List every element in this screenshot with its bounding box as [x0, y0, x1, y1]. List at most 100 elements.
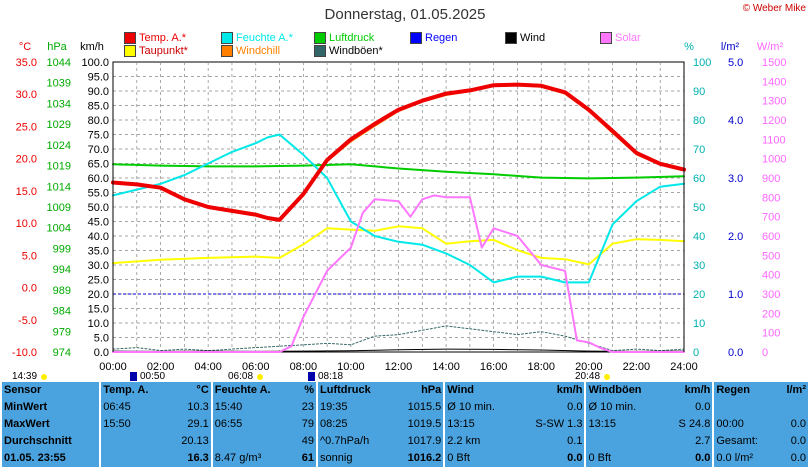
y-axis-label-temp_c: °C — [19, 41, 31, 53]
y-tick-pressure_hpa: 974 — [53, 347, 71, 359]
stats-cell: Sensor — [4, 384, 42, 396]
legend-label: Windchill — [236, 45, 281, 57]
y-tick-solar_wm2: 200 — [762, 308, 780, 320]
legend-label: Taupunkt* — [139, 45, 188, 57]
chart-title: Donnerstag, 01.05.2025 — [324, 6, 486, 23]
y-tick-humidity_pct: 30 — [693, 260, 705, 272]
stats-header-row: Sensor Temp. A. °C Feuchte A.% Luftdruck hPa W… — [2, 382, 808, 399]
stats-cell: Gesamt: — [712, 433, 777, 450]
y-tick-pressure_hpa: 1034 — [47, 98, 71, 110]
y-tick-humidity_pct: 10 — [693, 318, 705, 330]
legend-swatch — [600, 32, 612, 44]
y-tick-pressure_hpa: 984 — [53, 306, 71, 318]
y-tick-pressure_hpa: 1024 — [47, 140, 71, 152]
stats-cell: sonnig — [316, 450, 393, 467]
x-tick-label: 10:00 — [337, 361, 365, 373]
y-tick-rain_lm2: 1.0 — [728, 289, 743, 301]
legend-swatch — [314, 45, 326, 57]
stats-cell: 0.0 — [695, 452, 711, 464]
y-tick-solar_wm2: 500 — [762, 250, 780, 262]
legend-swatch — [124, 32, 136, 44]
y-tick-wind_kmh: 25.0 — [88, 275, 109, 287]
stats-row-1: MaxWert 15:50 29.1 06:55 79 08:25 1019.5 13:15 S… — [2, 416, 808, 433]
y-tick-solar_wm2: 1000 — [762, 154, 786, 166]
stats-cell: 23 — [301, 401, 315, 413]
y-tick-humidity_pct: 20 — [693, 289, 705, 301]
stats-cell: MinWert — [4, 401, 48, 413]
y-axis-label-pressure_hpa: hPa — [47, 41, 67, 53]
stats-cell: 0 Bft — [584, 450, 664, 467]
y-tick-humidity_pct: 100 — [693, 57, 711, 69]
y-tick-rain_lm2: 3.0 — [728, 173, 743, 185]
y-tick-solar_wm2: 300 — [762, 289, 780, 301]
stats-cell: 08:25 — [316, 416, 393, 433]
stats-cell: 0 Bft — [443, 450, 516, 467]
stats-cell: Temp. A. — [99, 382, 168, 399]
legend-item-0: Temp. A.* — [124, 32, 186, 44]
stats-cell: MaxWert — [4, 418, 50, 430]
stats-cell: 10.3 — [187, 401, 209, 413]
y-tick-humidity_pct: 80 — [693, 115, 705, 127]
y-tick-temp_c: -5.0 — [18, 315, 37, 327]
legend-item-5: Windböen* — [314, 45, 383, 57]
stats-cell: Regen — [712, 382, 777, 399]
stats-cell: Ø 10 min. — [584, 399, 664, 416]
y-axis-label-rain_lm2: l/m² — [721, 41, 740, 53]
stats-cell: S-SW 1.3 — [535, 418, 583, 430]
stats-cell: 01.05. 23:55 — [4, 452, 66, 464]
y-tick-solar_wm2: 700 — [762, 212, 780, 224]
y-axis-label-solar_wm2: W/m² — [757, 41, 784, 53]
y-tick-humidity_pct: 60 — [693, 173, 705, 185]
y-tick-wind_kmh: 40.0 — [88, 231, 109, 243]
y-tick-wind_kmh: 10.0 — [88, 318, 109, 330]
left-flag-time: 00:50 — [140, 371, 166, 382]
legend-label: Temp. A.* — [139, 32, 187, 44]
legend-item-3: Windchill — [221, 45, 280, 57]
y-tick-wind_kmh: 80.0 — [88, 115, 109, 127]
x-tick-label: 16:00 — [480, 361, 508, 373]
stats-cell: 2.7 — [695, 435, 711, 447]
x-tick-label: 20:00 — [575, 361, 603, 373]
y-tick-wind_kmh: 65.0 — [88, 159, 109, 171]
moon-time: 08:18 — [318, 371, 344, 382]
y-tick-humidity_pct: 50 — [693, 202, 705, 214]
y-tick-pressure_hpa: 999 — [53, 243, 71, 255]
y-tick-rain_lm2: 4.0 — [728, 115, 743, 127]
y-tick-temp_c: 30.0 — [16, 89, 37, 101]
y-tick-wind_kmh: 100.0 — [81, 57, 109, 69]
stats-cell — [99, 450, 168, 467]
stats-cell: l/m² — [786, 384, 806, 396]
y-tick-solar_wm2: 1300 — [762, 96, 786, 108]
y-tick-temp_c: 10.0 — [16, 218, 37, 230]
stats-cell: S 24.8 — [678, 418, 711, 430]
legend-swatch — [221, 32, 233, 44]
y-tick-temp_c: 5.0 — [22, 250, 37, 262]
stats-cell — [584, 433, 664, 450]
y-tick-wind_kmh: 90.0 — [88, 86, 109, 98]
y-axis-label-humidity_pct: % — [684, 41, 694, 53]
sunset-time: 20:48 — [575, 371, 601, 382]
stats-cell: % — [304, 384, 315, 396]
stats-cell — [99, 433, 168, 450]
legend-label: Luftdruck — [329, 32, 375, 44]
y-tick-solar_wm2: 100 — [762, 328, 780, 340]
legend-label: Regen — [425, 32, 458, 44]
flag-icon-left — [130, 372, 137, 381]
stats-cell: 00:00 — [712, 416, 777, 433]
y-tick-temp_c: 35.0 — [16, 57, 37, 69]
y-tick-solar_wm2: 1500 — [762, 57, 786, 69]
y-tick-pressure_hpa: 1014 — [47, 181, 71, 193]
y-tick-solar_wm2: 400 — [762, 270, 780, 282]
y-tick-pressure_hpa: 1019 — [47, 161, 71, 173]
flag-icon-moon — [308, 372, 315, 381]
stats-cell: 1019.5 — [407, 418, 442, 430]
y-tick-solar_wm2: 900 — [762, 173, 780, 185]
y-tick-humidity_pct: 40 — [693, 231, 705, 243]
stats-table: Sensor Temp. A. °C Feuchte A.% Luftdruck hPa W… — [2, 382, 808, 467]
stats-cell: 61 — [301, 452, 315, 464]
stats-cell: Windböen — [584, 382, 664, 399]
legend-item-6: Regen — [410, 32, 457, 44]
x-tick-label: 06:00 — [242, 361, 270, 373]
x-tick-label: 04:00 — [194, 361, 222, 373]
